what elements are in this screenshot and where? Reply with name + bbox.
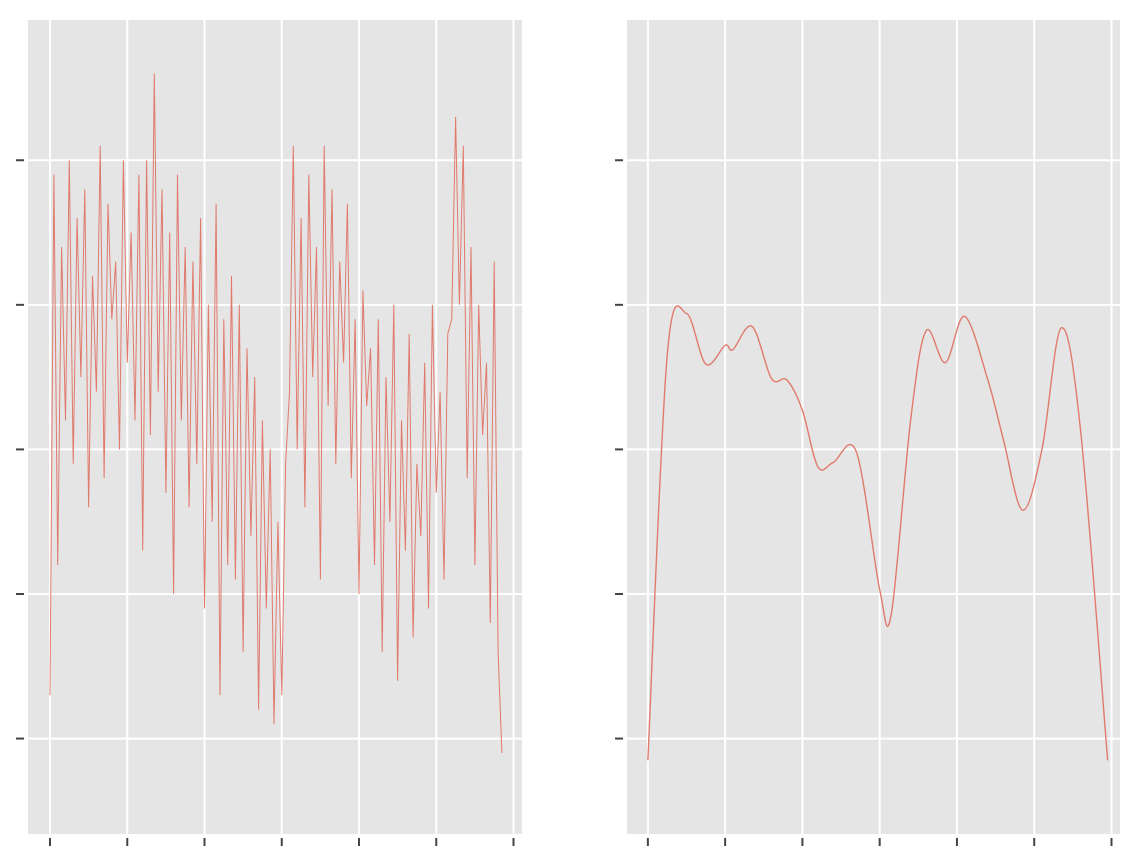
data-line <box>647 305 1109 761</box>
panel-background <box>28 20 522 834</box>
data-line <box>49 73 503 754</box>
panel-background <box>627 20 1120 834</box>
